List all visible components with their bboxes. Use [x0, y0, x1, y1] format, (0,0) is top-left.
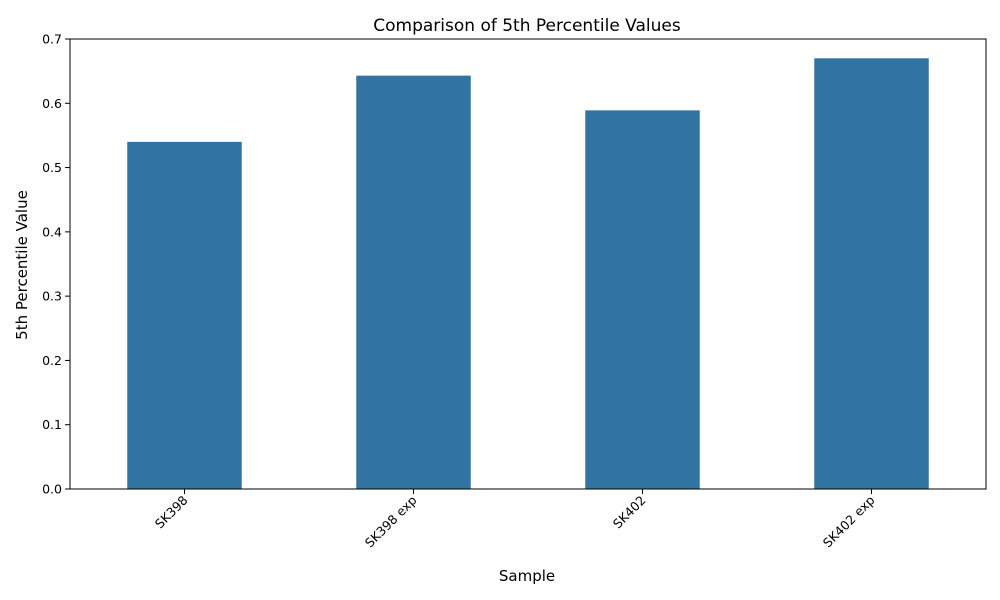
x-tick-label: SK402 exp	[820, 492, 878, 550]
y-tick-label: 0.5	[42, 160, 62, 175]
y-tick-label: 0.4	[42, 224, 62, 239]
y-axis-label: 5th Percentile Value	[13, 190, 31, 340]
y-tick-label: 0.1	[42, 417, 62, 432]
y-tick-label: 0.7	[42, 32, 62, 47]
x-tick-label: SK398 exp	[362, 492, 420, 550]
x-tick-label: SK398	[152, 492, 191, 531]
chart-title: Comparison of 5th Percentile Values	[373, 16, 681, 36]
y-tick-label: 0.3	[42, 289, 62, 304]
bar-sk402-exp	[814, 58, 929, 489]
y-tick-label: 0.6	[42, 96, 62, 111]
y-tick-label: 0.2	[42, 353, 62, 368]
y-tick-label: 0.0	[42, 482, 62, 497]
bar-sk398-exp	[356, 75, 471, 489]
bar-sk398	[127, 141, 242, 490]
bar-sk402	[585, 110, 700, 490]
x-tick-label: SK402	[610, 493, 649, 532]
plot-frame	[69, 38, 987, 490]
plot-area: 0.0 0.1 0.2 0.3 0.4 0.5 0.6 0.7 SK398 SK398 exp SK…	[42, 32, 987, 550]
x-axis-label: Sample	[499, 567, 555, 585]
